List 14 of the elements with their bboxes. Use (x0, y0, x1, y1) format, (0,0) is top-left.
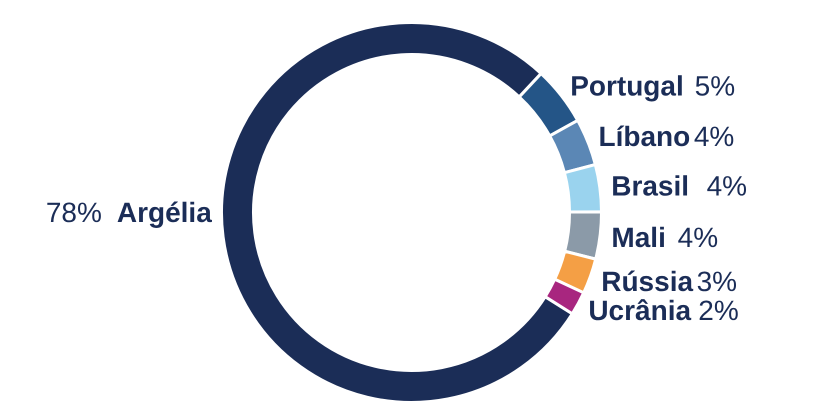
slice-label: Brasil (611, 170, 690, 202)
slice-label: Mali (611, 222, 666, 254)
slice-label: Portugal (570, 70, 684, 102)
data-label: 5% (694, 70, 736, 102)
slice-label: Argélia (116, 197, 212, 228)
slice-label: Ucrânia (588, 295, 692, 326)
data-label: 78% (46, 197, 102, 228)
data-label: 2% (698, 295, 739, 326)
data-label: 4% (678, 222, 718, 254)
data-label: 4% (706, 170, 748, 202)
slice-label: Líbano (598, 120, 690, 152)
data-label: 3% (696, 266, 738, 297)
slice-label: Rússia (601, 266, 694, 297)
data-label: 4% (694, 120, 734, 152)
